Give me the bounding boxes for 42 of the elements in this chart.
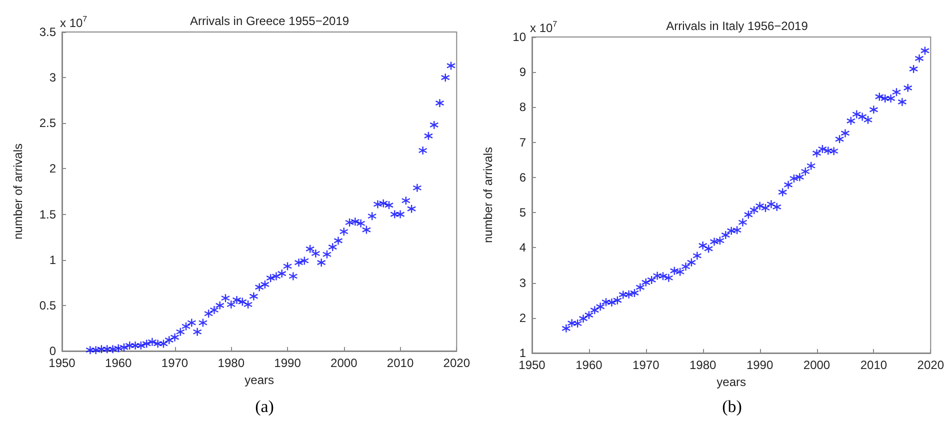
y-tick-label: 0 <box>49 344 56 358</box>
x-tick-label: 1960 <box>105 356 132 370</box>
x-tick-label: 2000 <box>803 358 830 372</box>
x-axis-title: years <box>716 374 746 389</box>
y-tick-label: 2.5 <box>39 116 56 130</box>
x-tick-label: 2010 <box>860 358 888 372</box>
y-tick-label: 8 <box>519 100 526 114</box>
x-tick-label: 1980 <box>218 356 245 370</box>
x-axis-title: years <box>244 372 274 387</box>
y-tick-label: 7 <box>519 135 526 150</box>
x-tick-label: 1970 <box>161 356 188 370</box>
y-tick-label: 1.5 <box>39 207 56 222</box>
y-tick-label: 1 <box>49 252 56 267</box>
text: (a) <box>255 397 274 416</box>
y-tick-label: 0.5 <box>39 298 56 312</box>
x-tick-label: 1950 <box>518 358 546 372</box>
x-tick-label: 1970 <box>632 358 660 372</box>
x-tick-label: 1990 <box>274 356 302 370</box>
x-tick-label: 2010 <box>386 356 414 370</box>
x-tick-label: 1960 <box>576 358 603 372</box>
y-tick-label: 3.5 <box>39 25 56 39</box>
y-axis-title: number of arrivals <box>481 146 495 244</box>
y-axis-title: number of arrivals <box>11 143 25 240</box>
y-tick-label: 5 <box>519 206 526 220</box>
chart-title: Arrivals in Italy 1956−2019 <box>666 19 808 33</box>
y-tick-label: 6 <box>519 170 526 184</box>
y-tick-label: 10 <box>512 30 526 44</box>
chart-title: Arrivals in Greece 1955−2019 <box>190 14 350 28</box>
x-tick-label: 1950 <box>48 356 76 370</box>
y-tick-label: 1 <box>519 346 526 360</box>
x-tick-label: 2020 <box>917 358 944 372</box>
y-tick-label: 2 <box>49 162 56 176</box>
x-tick-label: 2000 <box>330 356 358 370</box>
y-tick-label: 3 <box>519 276 526 290</box>
y-tick-label: 3 <box>49 70 56 85</box>
y-tick-label: 4 <box>519 240 526 255</box>
text: (b) <box>722 397 742 416</box>
x-tick-label: 1980 <box>690 358 717 372</box>
y-tick-label: 2 <box>519 310 526 325</box>
y-tick-label: 9 <box>519 65 526 80</box>
x-tick-label: 2020 <box>443 356 470 370</box>
x-tick-label: 1990 <box>746 358 774 372</box>
